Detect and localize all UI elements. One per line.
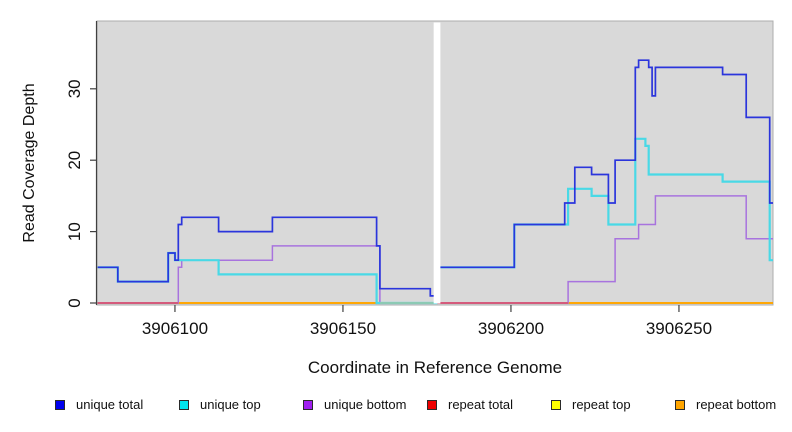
y-axis-label: Read Coverage Depth (21, 83, 38, 243)
y-axis-tick-label: 20 (65, 151, 84, 170)
x-axis-tick-label: 3906150 (310, 319, 376, 338)
x-axis-tick-label: 3906250 (646, 319, 712, 338)
gap-mask (433, 22, 441, 304)
y-axis-tick-label: 30 (65, 79, 84, 98)
y-axis-tick-label: 10 (65, 222, 84, 241)
y-axis-tick-label: 0 (65, 298, 84, 307)
x-axis-tick-label: 3906200 (478, 319, 544, 338)
series-unique-total-line (97, 59, 773, 297)
x-axis-label: Coordinate in Reference Genome (307, 358, 563, 377)
series-unique-bottom-line (97, 195, 773, 304)
x-axis-tick-label: 3906100 (142, 319, 208, 338)
